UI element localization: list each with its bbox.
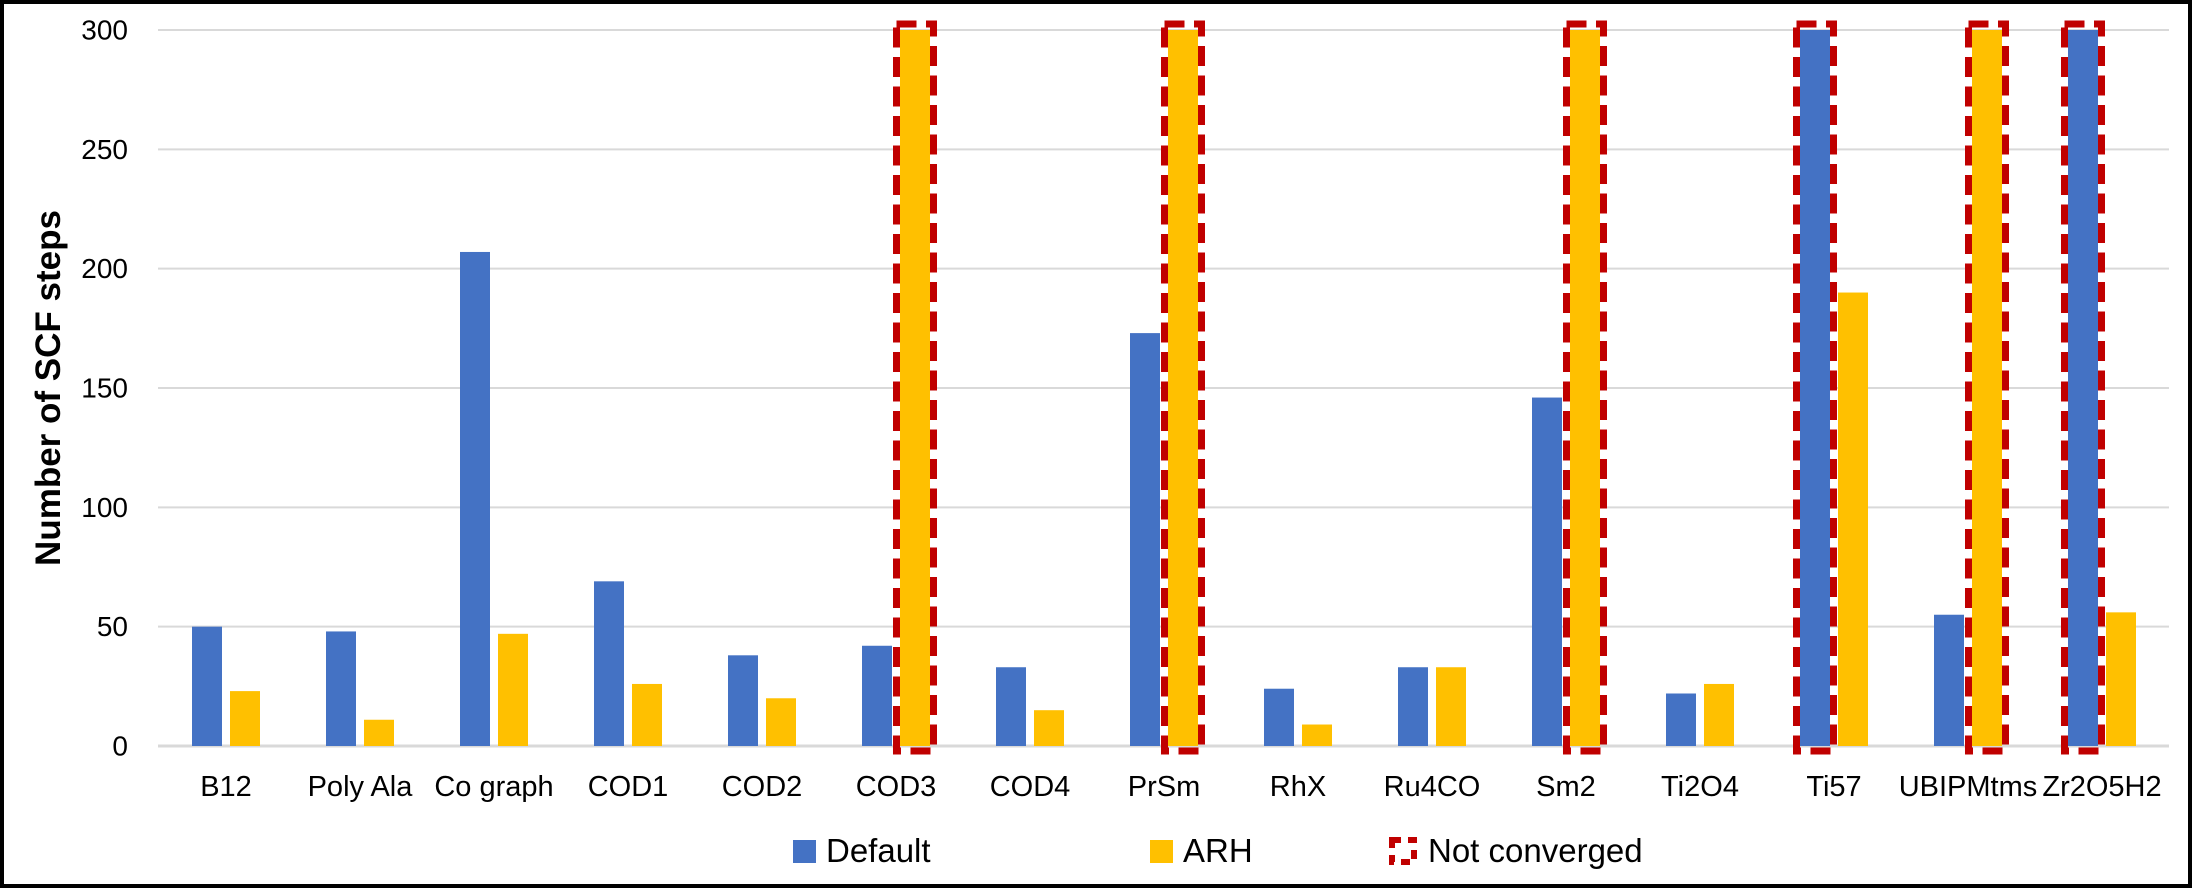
x-category-label-ti2o4: Ti2O4 bbox=[1661, 771, 1739, 803]
not-converged-outline-default-zr2o5h2 bbox=[2061, 20, 2105, 755]
bar-default-cod1 bbox=[594, 581, 624, 746]
bar-arh-prsm bbox=[1168, 30, 1198, 746]
y-tick-label: 50 bbox=[97, 611, 128, 642]
legend-item-arh: ARH bbox=[1150, 832, 1253, 870]
bar-arh-ti2o4 bbox=[1704, 683, 1734, 746]
x-category-label-cod4: COD4 bbox=[990, 771, 1071, 803]
bar-arh-sm2 bbox=[1570, 30, 1600, 746]
x-category-label-co-graph: Co graph bbox=[434, 771, 553, 803]
bar-default-cod4 bbox=[996, 667, 1026, 746]
bar-default-ti2o4 bbox=[1666, 693, 1696, 746]
bar-default-b12 bbox=[192, 626, 222, 746]
x-category-label-ubipmtms: UBIPMtms bbox=[1899, 771, 2038, 803]
bar-arh-cod2 bbox=[766, 698, 796, 746]
legend-label-arh: ARH bbox=[1183, 832, 1253, 869]
bar-arh-cod3 bbox=[900, 30, 930, 746]
bar-arh-zr2o5h2 bbox=[2106, 612, 2136, 746]
bar-default-sm2 bbox=[1532, 397, 1562, 746]
x-category-label-rhx: RhX bbox=[1270, 771, 1326, 803]
y-tick-label: 200 bbox=[81, 253, 128, 284]
bar-arh-rhx bbox=[1302, 724, 1332, 746]
bar-default-co-graph bbox=[460, 251, 490, 746]
y-tick-label: 250 bbox=[81, 134, 128, 165]
not-converged-outline-arh-ubipmtms bbox=[1965, 20, 2009, 755]
legend-item-not-converged: Not converged bbox=[1388, 832, 1643, 870]
y-tick-label: 100 bbox=[81, 492, 128, 523]
bar-default-ubipmtms bbox=[1934, 614, 1964, 746]
x-category-label-cod2: COD2 bbox=[722, 771, 803, 803]
bar-default-ru4co bbox=[1398, 667, 1428, 746]
not-converged-outline-arh-prsm bbox=[1161, 20, 1205, 755]
x-category-label-cod1: COD1 bbox=[588, 771, 669, 803]
x-category-label-ti57: Ti57 bbox=[1806, 771, 1861, 803]
x-category-label-poly-ala: Poly Ala bbox=[308, 771, 414, 803]
not-converged-outline-arh-sm2 bbox=[1563, 20, 1607, 755]
legend-label-not-converged: Not converged bbox=[1428, 832, 1643, 869]
bar-arh-b12 bbox=[230, 691, 260, 746]
y-tick-label: 150 bbox=[81, 373, 128, 404]
bar-default-poly-ala bbox=[326, 631, 356, 746]
bar-default-cod3 bbox=[862, 645, 892, 746]
bar-arh-co-graph bbox=[498, 633, 528, 746]
not-converged-outline-arh-cod3 bbox=[893, 20, 937, 755]
bar-default-cod2 bbox=[728, 655, 758, 746]
bar-default-ti57 bbox=[1800, 30, 1830, 746]
x-category-label-prsm: PrSm bbox=[1128, 771, 1201, 803]
y-tick-label: 0 bbox=[112, 731, 128, 762]
bar-arh-cod1 bbox=[632, 683, 662, 746]
x-category-label-ru4co: Ru4CO bbox=[1384, 771, 1481, 803]
default-series-swatch bbox=[793, 839, 816, 863]
arh-series-swatch bbox=[1150, 839, 1173, 863]
x-category-label-cod3: COD3 bbox=[856, 771, 937, 803]
legend-label-default: Default bbox=[826, 832, 931, 869]
legend-item-default: Default bbox=[793, 832, 931, 870]
y-tick-label: 300 bbox=[81, 15, 128, 46]
x-category-label-sm2: Sm2 bbox=[1536, 771, 1596, 803]
bar-default-zr2o5h2 bbox=[2068, 30, 2098, 746]
bar-arh-ru4co bbox=[1436, 667, 1466, 746]
bar-arh-ubipmtms bbox=[1972, 30, 2002, 746]
bar-arh-poly-ala bbox=[364, 719, 394, 746]
bar-arh-cod4 bbox=[1034, 710, 1064, 746]
x-category-label-b12: B12 bbox=[200, 771, 252, 803]
bar-arh-ti57 bbox=[1838, 292, 1868, 746]
y-axis-title: Number of SCF steps bbox=[29, 210, 68, 566]
bar-default-rhx bbox=[1264, 688, 1294, 746]
x-category-label-zr2o5h2: Zr2O5H2 bbox=[2042, 771, 2161, 803]
not-converged-outline-default-ti57 bbox=[1793, 20, 1837, 755]
bar-default-prsm bbox=[1130, 333, 1160, 746]
not-converged-icon bbox=[1389, 837, 1417, 865]
